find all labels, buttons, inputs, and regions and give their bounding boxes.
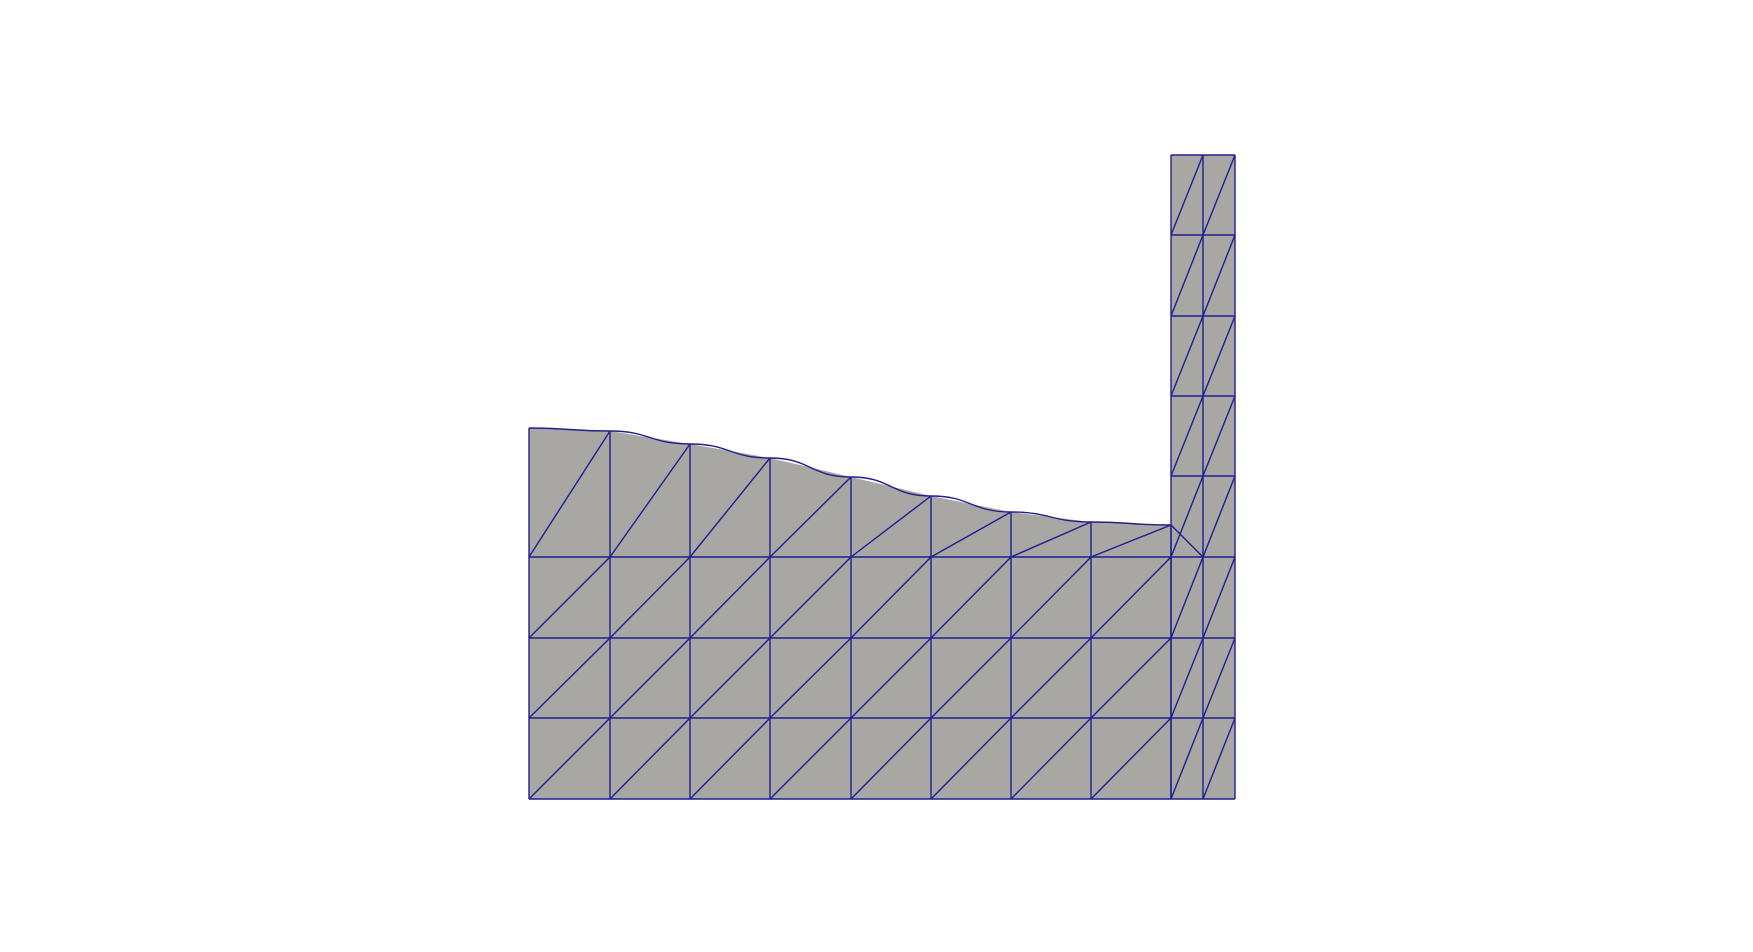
column-diagonal-edge — [1170, 556, 1204, 639]
diagonal-edge — [528, 717, 611, 800]
diagonal-edge — [769, 556, 852, 639]
column-diagonal-edge — [1202, 315, 1236, 397]
diagonal-edge — [850, 637, 932, 719]
diagonal-edge — [609, 556, 691, 639]
diagonal-edge — [930, 637, 1012, 719]
diagonal-edge — [930, 511, 1012, 558]
diagonal-edge — [528, 556, 611, 639]
diagonal-edge — [609, 637, 691, 719]
diagonal-edge — [1090, 717, 1172, 800]
diagonal-edge — [930, 556, 1012, 639]
diagonal-edge — [609, 717, 691, 800]
diagonal-edge — [1010, 637, 1092, 719]
diagonal-edge — [930, 717, 1012, 800]
column-diagonal-edge — [1202, 717, 1236, 800]
diagonal-edge — [1090, 556, 1172, 639]
column-diagonal-edge — [1202, 556, 1236, 639]
column-diagonal-edge — [1202, 395, 1236, 477]
diagonal-edge — [689, 457, 771, 558]
diagonal-edge — [689, 637, 771, 719]
diagonal-edge — [769, 476, 852, 558]
column-diagonal-edge — [1170, 475, 1204, 558]
column-diagonal-edge — [1170, 717, 1204, 800]
diagonal-edge — [609, 443, 691, 558]
column-diagonal-edge — [1170, 395, 1204, 477]
diagonal-edge — [528, 430, 611, 558]
column-diagonal-edge — [1202, 475, 1236, 558]
mesh-edges — [528, 154, 1236, 800]
diagonal-edge — [1010, 556, 1092, 639]
column-diagonal-edge — [1170, 234, 1204, 317]
diagonal-edge — [1090, 524, 1172, 558]
column-diagonal-edge — [1170, 154, 1204, 236]
column-diagonal-edge — [1170, 315, 1204, 397]
diagonal-edge — [1010, 717, 1092, 800]
column-diagonal-edge — [1170, 637, 1204, 719]
diagonal-edge — [689, 556, 771, 639]
diagonal-edge — [1090, 637, 1172, 719]
diagonal-edge — [1010, 521, 1092, 558]
diagonal-edge — [769, 637, 852, 719]
diagonal-edge — [850, 717, 932, 800]
column-diagonal-edge — [1202, 234, 1236, 317]
diagonal-edge — [769, 717, 852, 800]
diagonal-edge — [850, 495, 932, 558]
diagonal-edge — [850, 556, 932, 639]
diagonal-edge — [689, 717, 771, 800]
column-diagonal-edge — [1202, 637, 1236, 719]
connector-edge — [1170, 524, 1204, 558]
diagonal-edge — [528, 637, 611, 719]
column-diagonal-edge — [1202, 154, 1236, 236]
